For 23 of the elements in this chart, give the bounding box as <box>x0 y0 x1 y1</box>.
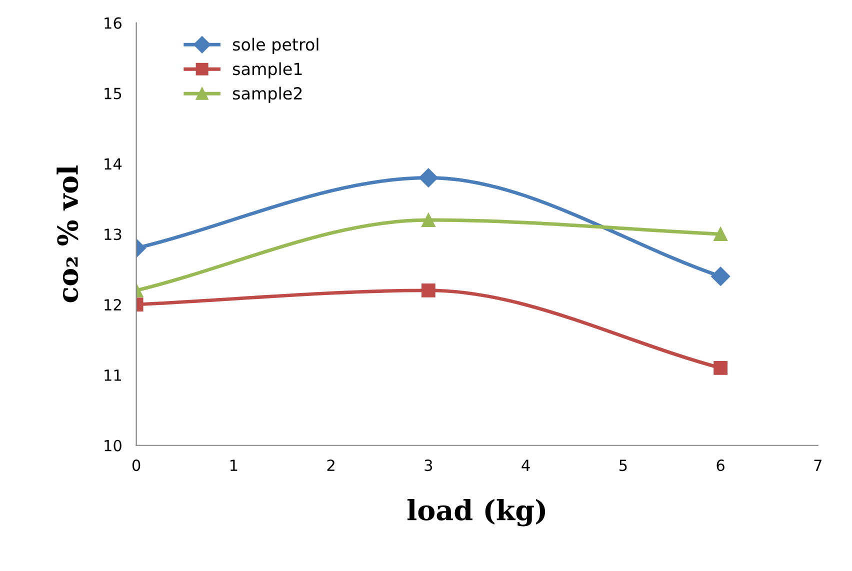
point <box>714 360 728 375</box>
legend-label: sample1 <box>232 62 302 78</box>
y-tick-label: 13 <box>104 228 122 240</box>
legend-label: sample2 <box>232 86 302 103</box>
point <box>711 266 730 286</box>
x-tick-label: 2 <box>327 460 334 471</box>
x-tick-label: 1 <box>230 460 238 471</box>
x-tick-label: 5 <box>619 460 627 472</box>
legend-label: sole petrol <box>232 38 318 54</box>
y-axis-title: co₂ % vol <box>56 166 78 302</box>
x-tick-label: 3 <box>424 460 432 472</box>
x-tick-label: 7 <box>814 460 822 471</box>
y-tick-label: 11 <box>104 370 122 381</box>
x-tick-label: 4 <box>522 460 530 471</box>
y-tick-label: 12 <box>104 299 121 310</box>
y-tick-label: 16 <box>104 17 122 29</box>
x-tick-label: 6 <box>716 460 724 472</box>
x-axis-title: load (kg) <box>408 499 546 526</box>
y-tick-label: 15 <box>104 88 122 100</box>
y-tick-label: 14 <box>104 158 122 170</box>
point <box>714 227 728 242</box>
y-tick-label: 10 <box>104 440 122 452</box>
x-tick-label: 0 <box>132 460 140 472</box>
